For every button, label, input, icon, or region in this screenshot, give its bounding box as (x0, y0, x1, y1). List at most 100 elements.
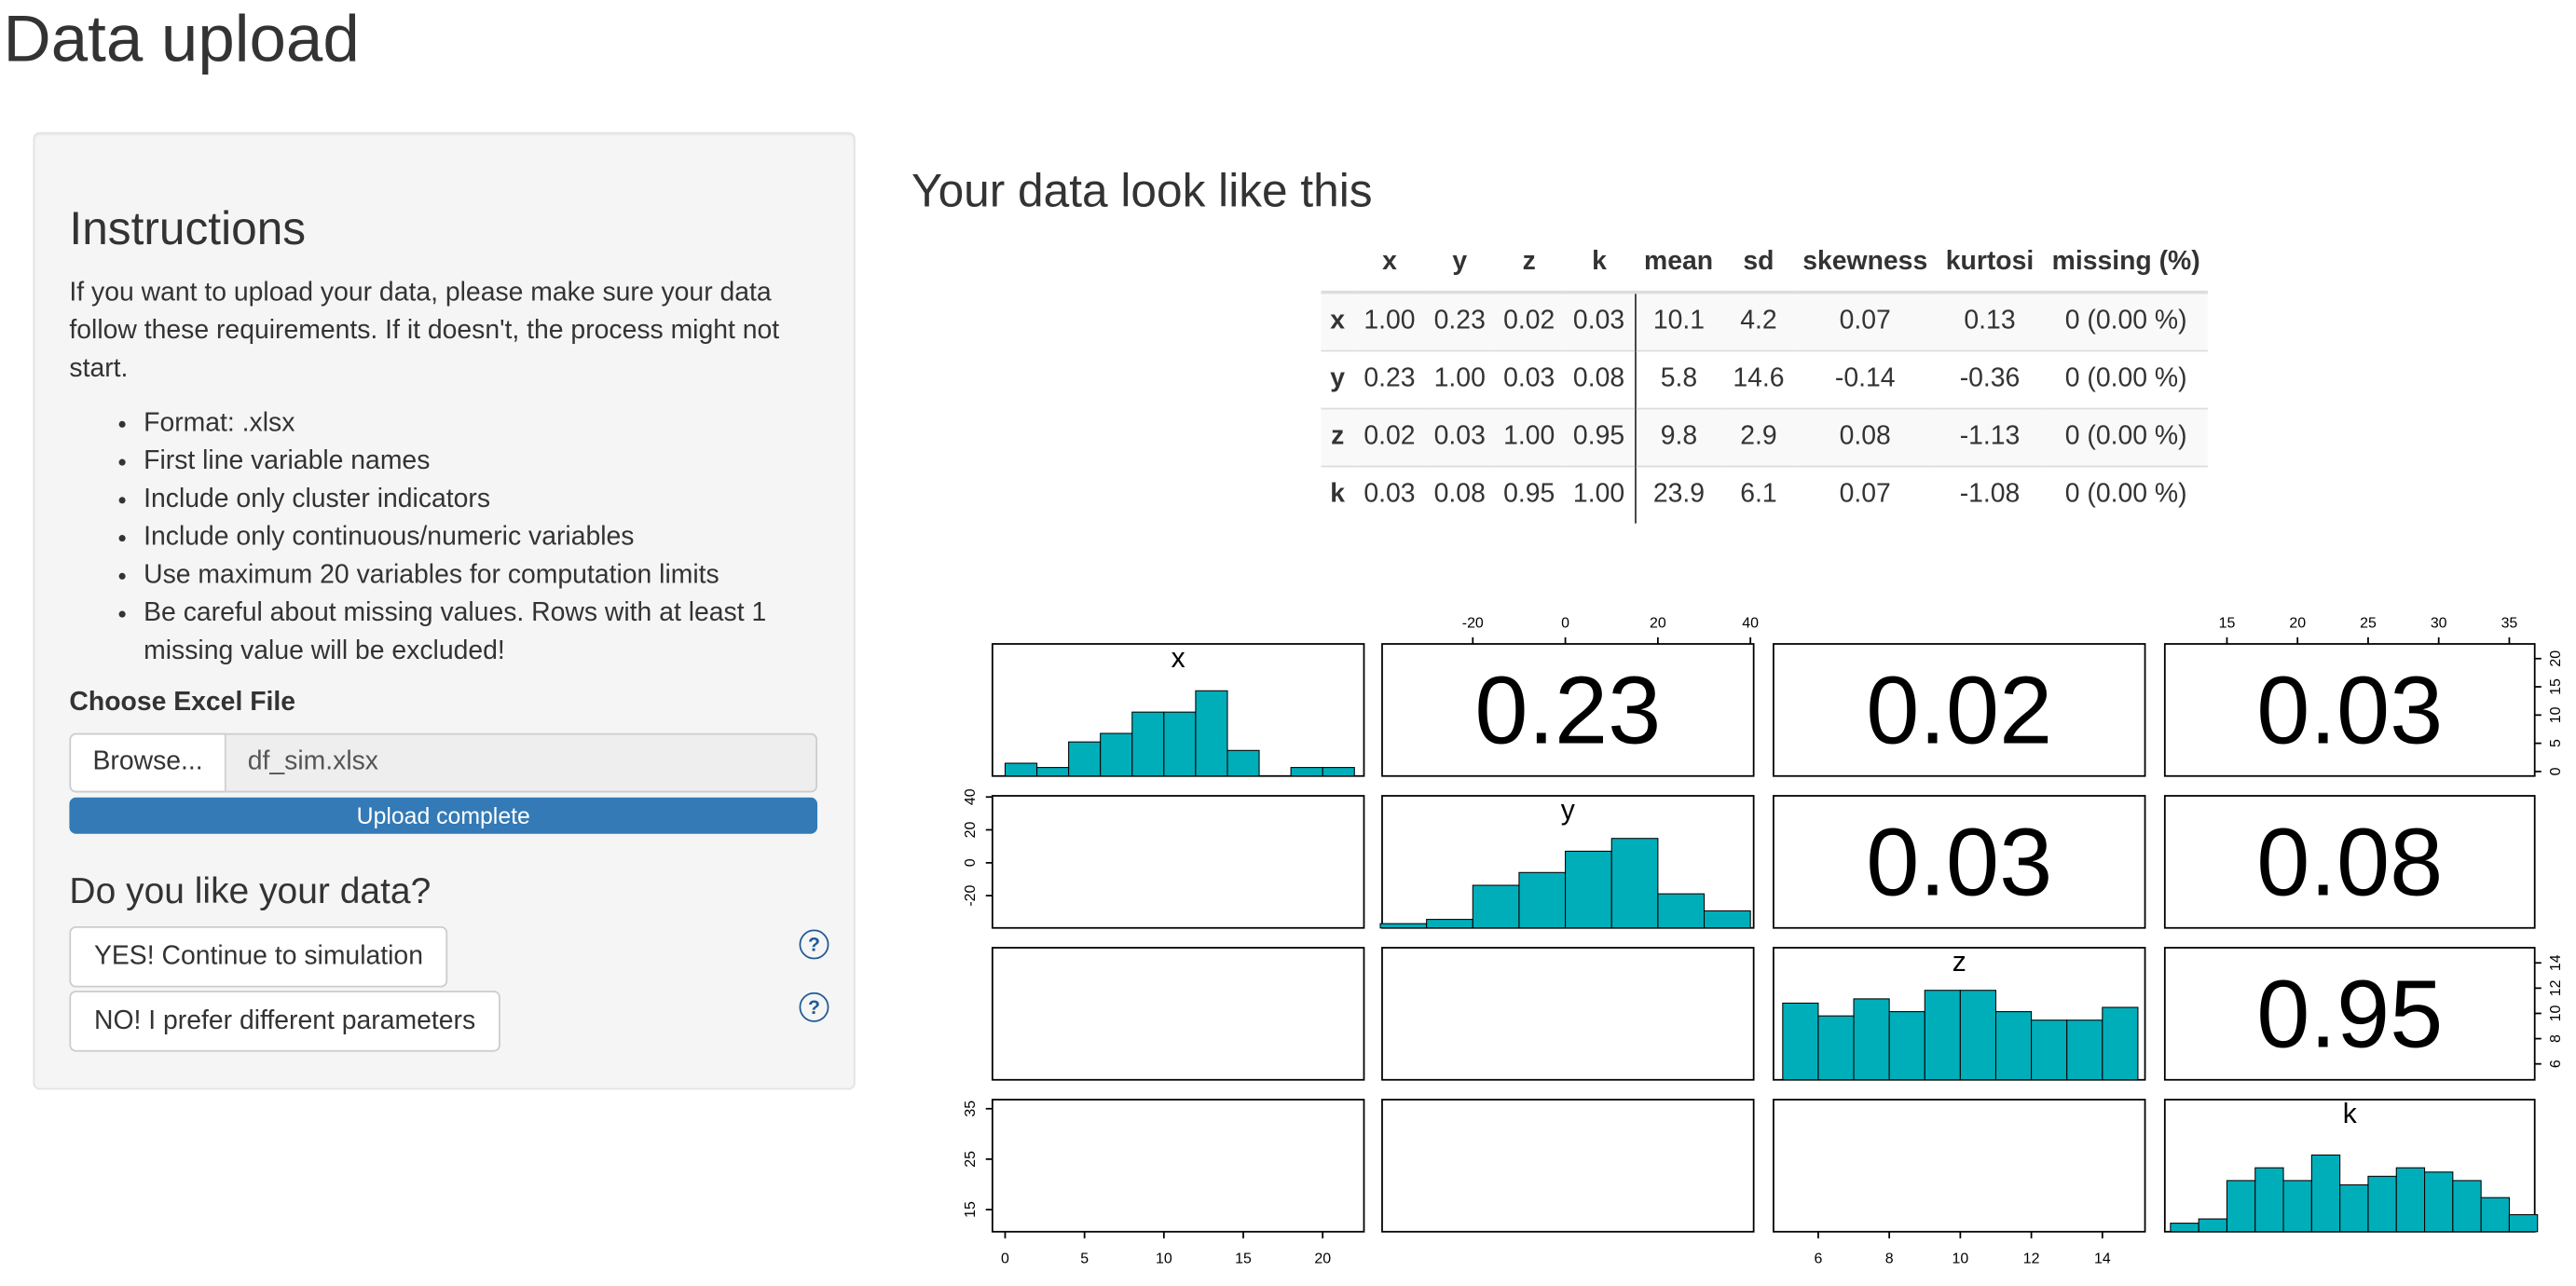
tick-label: 14 (2548, 954, 2564, 971)
tick-label: 20 (1314, 1251, 1331, 1266)
table-cell: 1.00 (1563, 464, 1636, 524)
row-name: y (1321, 349, 1354, 408)
tick-label: 35 (963, 1101, 979, 1117)
table-row: y 0.23 1.00 0.03 0.08 5.8 14.6 -0.14 -0.36 0 (0.0… (1321, 349, 2208, 408)
tick-label: 20 (1650, 615, 1666, 631)
histogram-bar (1131, 711, 1165, 777)
help-icon[interactable]: ? (799, 929, 829, 960)
table-cell: 0 (0.00 %) (2044, 349, 2208, 408)
histogram-bar (2310, 1154, 2341, 1233)
histogram-bar (1657, 893, 1706, 929)
table-cell: 0.95 (1494, 464, 1564, 524)
main-title: Your data look like this (911, 165, 1373, 217)
table-cell: 0.95 (1563, 406, 1636, 466)
histogram-bar (1703, 910, 1751, 929)
column-header: x (1353, 234, 1426, 294)
table-cell: 0.03 (1353, 464, 1426, 524)
plot-panel (1381, 643, 1755, 777)
yes-button[interactable]: YES! Continue to simulation (69, 925, 448, 988)
table-cell: -0.14 (1794, 349, 1936, 408)
table-row: k 0.03 0.08 0.95 1.00 23.9 6.1 0.07 -1.08 0 (0.00… (1321, 464, 2208, 524)
column-header: sd (1721, 234, 1795, 294)
column-header: skewness (1794, 234, 1936, 294)
plot-panel (1773, 795, 2146, 929)
tick-label: 15 (2219, 615, 2236, 631)
table-cell: 0.13 (1935, 291, 2045, 350)
pairs-plot: x 0.23 0.02 0.03 y 0.03 0.08 z 0.95 k -20 0 20 40 15 20… (963, 615, 2564, 1266)
tick-label: 10 (1156, 1251, 1172, 1266)
table-cell: 4.2 (1721, 291, 1795, 350)
plot-panel (1381, 1099, 1755, 1233)
tick-label: -20 (963, 885, 979, 907)
histogram-bar (2226, 1180, 2256, 1233)
file-label: Choose Excel File (69, 688, 296, 717)
histogram-bar (1379, 923, 1428, 929)
tick-label: 10 (2548, 1005, 2564, 1021)
help-icon[interactable]: ? (799, 992, 829, 1022)
table-cell: 0.03 (1425, 406, 1495, 466)
table-cell: -1.08 (1935, 464, 2045, 524)
plot-panel (1381, 947, 1755, 1081)
table-cell: 2.9 (1721, 406, 1795, 466)
browse-button[interactable]: Browse... (69, 732, 226, 793)
histogram-bar (1888, 1011, 1925, 1081)
tick-label: 6 (1814, 1251, 1822, 1266)
row-name: z (1321, 406, 1354, 466)
histogram-bar (1004, 762, 1038, 777)
table-cell: 0.07 (1794, 464, 1936, 524)
table-row: x 1.00 0.23 0.02 0.03 10.1 4.2 0.07 0.13 0 (0.00 … (1321, 291, 2208, 350)
table-cell: 0.23 (1353, 349, 1426, 408)
histogram-bar (1817, 1015, 1855, 1081)
tick-label: 0 (963, 858, 979, 867)
column-header: kurtosi (1935, 234, 2045, 294)
correlation: 0.03 (1866, 808, 2052, 915)
histogram-bar (1036, 767, 1070, 777)
no-button[interactable]: NO! I prefer different parameters (69, 991, 500, 1052)
histogram-bar (1853, 998, 1890, 1081)
histogram-bar (1290, 767, 1323, 777)
table-cell: 0.08 (1425, 464, 1495, 524)
table-cell: 5.8 (1635, 349, 1722, 408)
requirement: Include only continuous/numeric variable… (144, 518, 820, 556)
table-cell: 23.9 (1635, 464, 1722, 524)
table-cell: 0.03 (1494, 349, 1564, 408)
histogram-bar (2339, 1183, 2369, 1233)
histogram-bar (2102, 1006, 2139, 1081)
column-header: y (1425, 234, 1495, 294)
table-cell: 1.00 (1494, 406, 1564, 466)
histogram-bar (2254, 1167, 2284, 1233)
table-cell: 0 (0.00 %) (2044, 291, 2208, 350)
variable-label: x (1172, 643, 1185, 674)
histogram-bar (2367, 1175, 2397, 1233)
variable-label: z (1953, 947, 1966, 978)
tick-label: 20 (2289, 615, 2306, 631)
requirement: Include only cluster indicators (144, 481, 820, 519)
histogram-bar (2198, 1218, 2227, 1233)
progress-bar: Upload complete (69, 797, 818, 834)
tick-label: 5 (1080, 1251, 1089, 1266)
table-cell: 0.02 (1494, 291, 1564, 350)
tick-label: -20 (1462, 615, 1484, 631)
table-cell: -0.36 (1935, 349, 2045, 408)
histogram-bar (2282, 1180, 2312, 1233)
question: Do you like your data? (69, 869, 432, 912)
table-cell: 6.1 (1721, 464, 1795, 524)
variable-label: k (2343, 1099, 2358, 1129)
tick-label: 25 (963, 1151, 979, 1168)
tick-label: 14 (2094, 1251, 2111, 1266)
tick-label: 0 (1001, 1251, 1009, 1266)
table-cell: 9.8 (1635, 406, 1722, 466)
histogram-bar (2395, 1167, 2426, 1233)
histogram-bar (1100, 732, 1133, 777)
intro-text: If you want to upload your data, please … (69, 279, 780, 384)
sidebar: Instructions If you want to upload your … (33, 131, 856, 1090)
histogram-bar (1518, 871, 1567, 929)
plot-panel (2163, 643, 2536, 777)
table-cell: 0.02 (1353, 406, 1426, 466)
tick-label: 0 (1561, 615, 1569, 631)
tick-label: 15 (963, 1201, 979, 1218)
histogram-bar (1565, 850, 1612, 929)
histogram-bar (1959, 990, 1997, 1081)
